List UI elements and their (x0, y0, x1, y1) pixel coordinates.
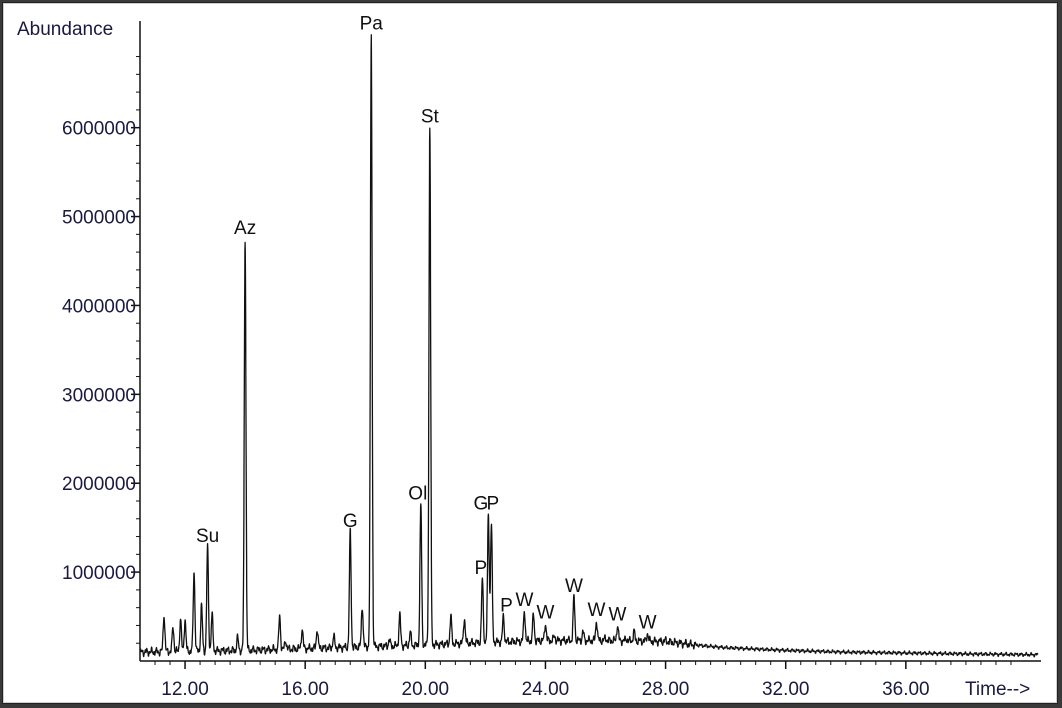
peak-label: W (515, 590, 533, 611)
y-ticks: 1000000 2000000 3000000 4000000 5000000 60000… (62, 119, 140, 584)
peak-label: St (421, 107, 440, 128)
axes: 1000000 2000000 3000000 4000000 5000000 60000… (62, 21, 1041, 700)
x-ticks: 12.00 16.00 20.00 24.00 28.00 32.00 36.00 (161, 661, 930, 700)
peak-label: P (500, 596, 513, 617)
peak-label: Pa (360, 13, 384, 34)
x-tick-label: 24.00 (522, 679, 570, 700)
peak-label: Su (196, 526, 219, 547)
peak-label: P (475, 558, 488, 579)
peak-label: G (343, 511, 358, 532)
x-tick-label: 36.00 (882, 679, 930, 700)
y-tick-label: 6000000 (62, 119, 136, 140)
peak-label: Az (234, 218, 256, 239)
x-tick-label: 16.00 (281, 679, 329, 700)
x-minor-ticks (154, 661, 1012, 665)
x-tick-label: 12.00 (161, 679, 209, 700)
peak-label: P (487, 493, 500, 514)
y-tick-label: 5000000 (62, 208, 136, 229)
peak-label: W (565, 576, 583, 597)
x-tick-label: 20.00 (402, 679, 450, 700)
peak-label: W (536, 603, 554, 624)
y-axis-title: Abundance (17, 19, 113, 40)
peak-label: Ol (408, 484, 427, 505)
peak-label: W (639, 612, 657, 633)
x-tick-label: 32.00 (762, 679, 810, 700)
y-minor-ticks (136, 56, 140, 644)
x-tick-label: 28.00 (642, 679, 690, 700)
y-tick-label: 2000000 (62, 474, 136, 495)
chromatogram-chart: 1000000 2000000 3000000 4000000 5000000 60000… (17, 13, 1041, 700)
peak-label: W (609, 604, 627, 625)
x-axis-title: Time--> (965, 679, 1030, 700)
y-tick-label: 4000000 (62, 296, 136, 317)
peak-label: W (588, 600, 606, 621)
y-tick-label: 1000000 (62, 563, 136, 584)
chromatogram-trace (139, 34, 1039, 658)
y-tick-label: 3000000 (62, 385, 136, 406)
peak-label: G (473, 493, 488, 514)
